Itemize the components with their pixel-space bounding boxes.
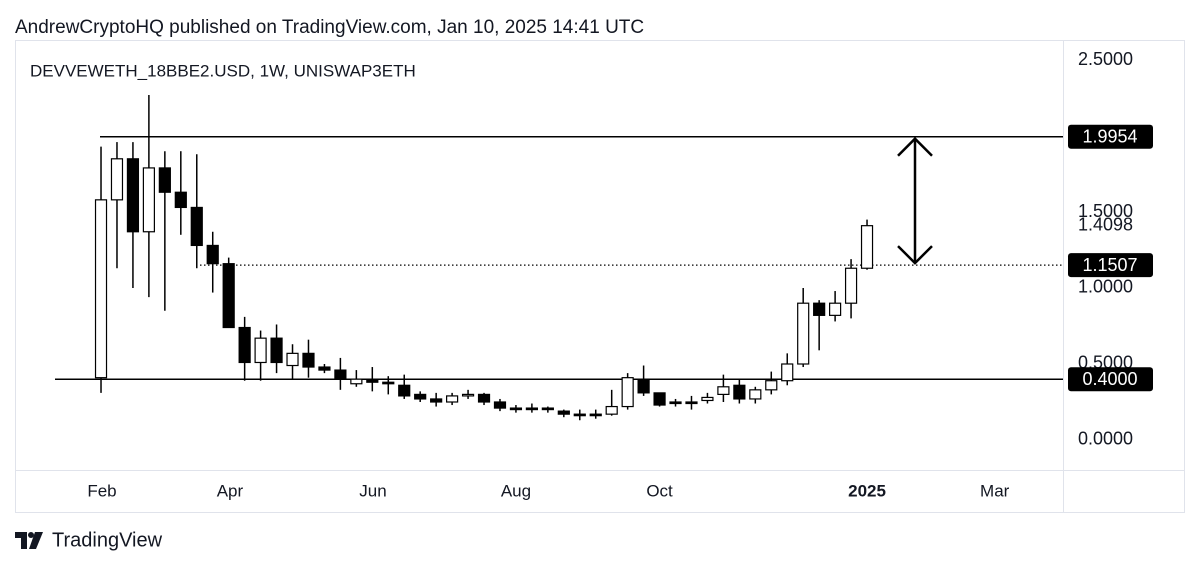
candle-body: [174, 191, 187, 209]
candle-body: [653, 392, 666, 406]
x-tick-label: 2025: [848, 481, 886, 500]
candle-body: [350, 378, 363, 385]
candle-body: [110, 158, 124, 201]
candle-body: [461, 393, 475, 397]
candle-body: [94, 199, 108, 379]
candle-body: [797, 302, 810, 365]
candle-body: [765, 380, 778, 391]
candle-body: [477, 393, 491, 403]
y-tick-label: 1.0000: [1078, 277, 1133, 297]
arrow-head-bottom: [897, 245, 933, 265]
candle-body: [717, 386, 730, 395]
arrow-head-top: [897, 136, 933, 157]
candle-body: [126, 158, 140, 233]
candle-body: [254, 337, 267, 364]
candle-body: [573, 413, 586, 417]
x-tick-label: Aug: [501, 481, 531, 500]
candle-body: [286, 352, 299, 367]
candle-body: [813, 302, 826, 316]
candle-body: [781, 363, 794, 382]
candle-body: [637, 378, 650, 394]
candle-body: [302, 352, 315, 368]
candle-body: [430, 398, 443, 403]
candle-body: [206, 244, 219, 265]
y-tick-label: 0.0000: [1078, 429, 1133, 449]
level-label-box: [1068, 367, 1153, 392]
level-label: 0.4000: [1082, 369, 1137, 389]
tradingview-logo: [15, 532, 43, 549]
candle-body: [270, 337, 283, 364]
x-tick-label: Feb: [87, 481, 116, 500]
candle-body: [829, 302, 842, 316]
candle-body: [414, 393, 427, 400]
candle-body: [366, 378, 379, 383]
candle-body: [318, 366, 331, 371]
candle-body: [142, 167, 155, 233]
candle-body: [158, 167, 171, 193]
candle-body: [541, 407, 554, 411]
level-label: 1.1507: [1082, 255, 1137, 275]
candle-body: [685, 401, 698, 405]
candle-body: [190, 206, 203, 247]
level-label: 1.9954: [1082, 126, 1137, 146]
level-label-box: [1068, 253, 1153, 278]
candle-body: [621, 377, 634, 408]
candle-body: [605, 405, 618, 415]
y-tick-label: 1.5000: [1078, 201, 1133, 221]
candle-body: [334, 369, 347, 380]
chart-frame: [15, 40, 1185, 513]
publisher-line: AndrewCryptoHQ published on TradingView.…: [15, 17, 644, 38]
x-tick-label: Jun: [359, 481, 386, 500]
candle-body: [509, 407, 523, 411]
candle-body: [557, 410, 570, 415]
candle-body: [669, 401, 682, 405]
candle-body: [749, 389, 762, 400]
x-tick-label: Oct: [646, 481, 673, 500]
candle-body: [525, 407, 538, 411]
candle-body: [398, 384, 411, 397]
level-label-box: [1068, 124, 1153, 149]
symbol-title: DEVVEWETH_18BBE2.USD, 1W, UNISWAP3ETH: [30, 61, 416, 80]
y-tick-label: 2.5000: [1078, 49, 1133, 69]
candle-body: [222, 263, 235, 329]
candle-body: [860, 225, 874, 269]
candle-body: [446, 395, 459, 403]
x-tick-label: Mar: [980, 481, 1010, 500]
x-tick-label: Apr: [217, 481, 244, 500]
candle-body: [238, 326, 251, 364]
candle-body: [382, 381, 395, 385]
candle-body: [844, 267, 858, 304]
candle-body: [493, 401, 507, 409]
last-price-label: 1.4098: [1078, 214, 1133, 234]
candle-body: [589, 413, 602, 417]
candle-body: [701, 396, 714, 402]
brand: TradingView: [52, 529, 163, 551]
candle-body: [733, 384, 746, 400]
